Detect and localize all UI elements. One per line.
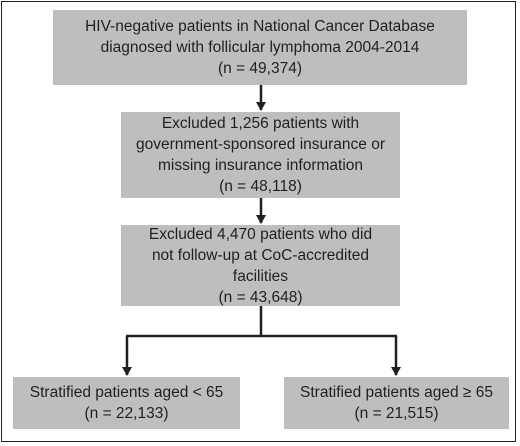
box-insurance-exclusion-line-1: Excluded 1,256 patients with	[161, 115, 360, 132]
box-followup-exclusion: Excluded 4,470 patients who did not foll…	[121, 225, 400, 306]
box-initial-cohort-count: (n = 49,374)	[217, 60, 303, 77]
box-age-under-65-count: (n = 22,133)	[84, 405, 169, 422]
box-age-under-65: Stratified patients aged < 65 (n = 22,13…	[13, 377, 240, 429]
box-followup-exclusion-line-2: not follow-up at CoC-accredited	[151, 246, 370, 264]
box-initial-cohort: HIV-negative patients in National Cancer…	[53, 10, 467, 85]
box-age-65-plus: Stratified patients aged ≥ 65 (n = 21,51…	[284, 377, 509, 429]
box-age-65-plus-label: Stratified patients aged ≥ 65	[300, 384, 493, 401]
box-age-65-plus-count: (n = 21,515)	[354, 405, 439, 422]
box-followup-exclusion-line-3: facilities	[232, 267, 289, 285]
box-insurance-exclusion-line-3: missing insurance information	[157, 157, 364, 174]
box-insurance-exclusion-count: (n = 48,118)	[219, 178, 302, 195]
box-followup-exclusion-count: (n = 43,648)	[218, 288, 303, 306]
box-followup-exclusion-line-1: Excluded 4,470 patients who did	[148, 225, 373, 243]
diagram-border	[1, 1, 516, 442]
box-initial-cohort-line-2: diagnosed with follicular lymphoma 2004-…	[100, 39, 420, 56]
box-insurance-exclusion: Excluded 1,256 patients with government-…	[121, 112, 400, 198]
box-age-under-65-label: Stratified patients aged < 65	[29, 384, 224, 401]
box-insurance-exclusion-line-2: government-sponsored insurance or	[136, 136, 385, 153]
box-initial-cohort-line-1: HIV-negative patients in National Cancer…	[85, 18, 435, 35]
